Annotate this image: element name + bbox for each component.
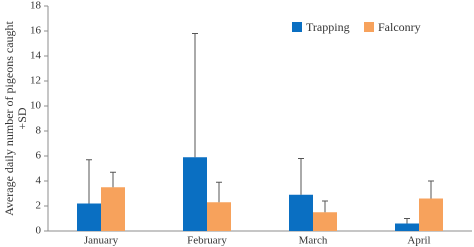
bar bbox=[419, 198, 443, 231]
legend-swatch bbox=[364, 22, 374, 32]
y-axis-label: +SD bbox=[15, 107, 29, 129]
error-bar bbox=[298, 158, 304, 195]
error-bar bbox=[404, 218, 410, 224]
y-tick-label: 0 bbox=[36, 225, 42, 237]
error-bar bbox=[428, 180, 434, 199]
bar bbox=[395, 223, 419, 231]
y-tick-label: 12 bbox=[30, 75, 41, 87]
legend-label: Trapping bbox=[306, 20, 350, 34]
y-tick-label: 18 bbox=[30, 0, 42, 12]
error-bar bbox=[192, 33, 198, 158]
error-bar bbox=[86, 159, 92, 204]
error-bar bbox=[322, 200, 328, 213]
bar bbox=[313, 212, 337, 231]
legend-label: Falconry bbox=[378, 20, 421, 34]
bar bbox=[101, 187, 125, 231]
error-bar bbox=[216, 181, 222, 203]
y-tick-label: 4 bbox=[36, 175, 42, 187]
y-tick-label: 16 bbox=[30, 25, 42, 37]
bar bbox=[183, 157, 207, 231]
legend-swatch bbox=[292, 22, 302, 32]
y-tick-label: 14 bbox=[30, 50, 42, 62]
y-axis-label: Average daily number of pigeons caught bbox=[2, 20, 16, 215]
y-tick-label: 10 bbox=[30, 100, 42, 112]
x-tick-label: February bbox=[187, 235, 227, 247]
y-tick-label: 6 bbox=[36, 150, 42, 162]
y-tick-label: 8 bbox=[36, 125, 42, 137]
x-tick-label: April bbox=[407, 235, 430, 247]
bar bbox=[77, 203, 101, 231]
x-tick-label: January bbox=[84, 235, 119, 247]
y-tick-label: 2 bbox=[36, 200, 42, 212]
bar bbox=[289, 194, 313, 231]
bar bbox=[207, 202, 231, 231]
x-tick-label: March bbox=[299, 235, 328, 247]
error-bar bbox=[110, 171, 116, 188]
